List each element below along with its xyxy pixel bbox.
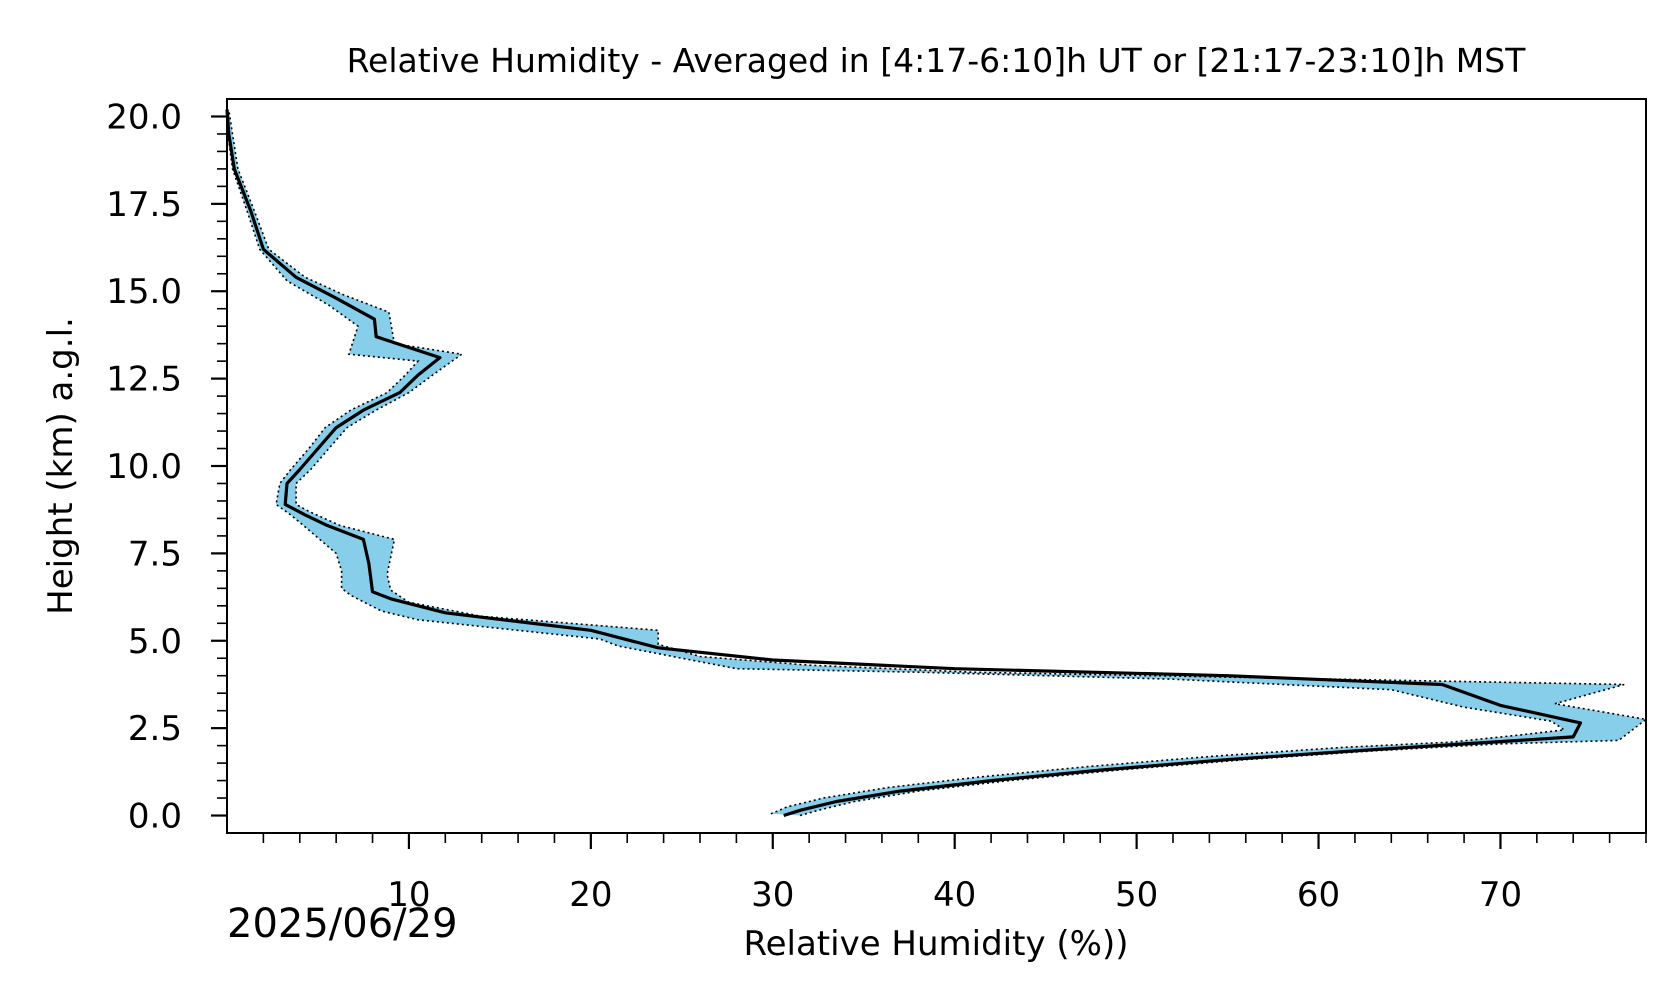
- x-tick-label: 10: [387, 875, 430, 915]
- x-tick-label: 40: [933, 875, 976, 915]
- x-tick-label: 20: [569, 875, 612, 915]
- x-tick-label: 30: [751, 875, 794, 915]
- y-tick-label: 5.0: [128, 622, 182, 662]
- band-lower-edge: [226, 109, 1567, 815]
- y-tick-label: 0.0: [128, 797, 182, 837]
- band-upper-edge: [228, 109, 1648, 817]
- chart-title: Relative Humidity - Averaged in [4:17-6:…: [347, 41, 1527, 80]
- plot-area: [225, 109, 1648, 818]
- y-tick-label: 12.5: [106, 360, 182, 400]
- y-axis: 0.0 2.5 5.0 7.5 10.0 12.5 15.0 17.5 20.0: [106, 97, 227, 837]
- x-axis: 10 20 30 40 50 60 70: [262, 833, 1647, 915]
- mean-rh-line: [225, 109, 1583, 818]
- x-tick-label: 50: [1115, 875, 1158, 915]
- y-tick-label: 17.5: [106, 185, 182, 225]
- y-tick-label: 20.0: [106, 97, 182, 137]
- y-tick-label: 7.5: [128, 534, 182, 574]
- y-tick-label: 15.0: [106, 272, 182, 312]
- x-tick-label: 70: [1479, 875, 1522, 915]
- x-axis-label: Relative Humidity (%)): [744, 924, 1129, 964]
- x-tick-label: 60: [1297, 875, 1340, 915]
- y-tick-label: 10.0: [106, 447, 182, 487]
- y-axis-label: Height (km) a.g.l.: [41, 317, 81, 615]
- y-tick-label: 2.5: [128, 709, 182, 749]
- date-label: 2025/06/29: [227, 901, 458, 947]
